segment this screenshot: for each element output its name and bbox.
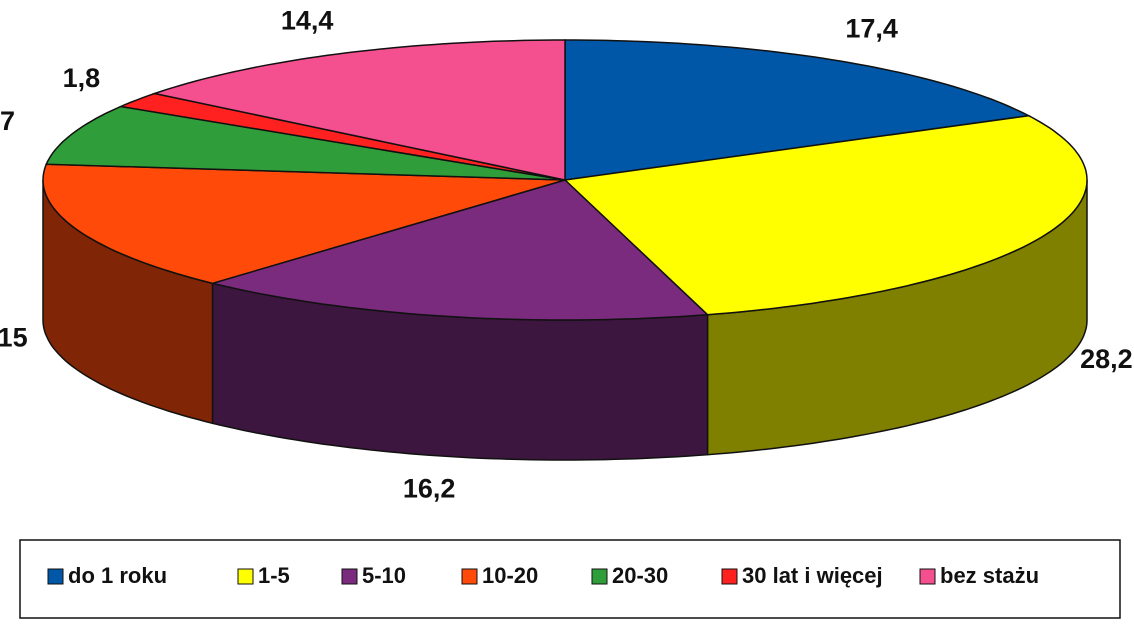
- data-label: 14,4: [281, 6, 334, 36]
- legend-label: bez stażu: [940, 563, 1039, 588]
- data-label: 16,2: [403, 473, 456, 503]
- legend-label: 30 lat i więcej: [742, 563, 883, 588]
- legend-swatch: [341, 568, 358, 585]
- legend-label: do 1 roku: [68, 563, 167, 588]
- legend-box: [19, 539, 1121, 619]
- slice: [45, 105, 566, 181]
- legend-swatch: [461, 568, 478, 585]
- slice: [42, 163, 566, 285]
- data-label: 1,8: [63, 63, 101, 93]
- data-label: 17,4: [845, 14, 898, 44]
- data-label: 7: [0, 106, 15, 136]
- slice: [151, 39, 566, 181]
- pie: [42, 39, 1088, 461]
- slice: [118, 92, 566, 181]
- slice: [209, 179, 710, 321]
- slice: [564, 39, 1032, 181]
- legend-label: 1-5: [258, 563, 290, 588]
- legend-swatch: [47, 568, 64, 585]
- legend-swatch: [919, 568, 936, 585]
- legend-swatch: [591, 568, 608, 585]
- data-label: 15: [0, 323, 28, 353]
- legend-swatch: [237, 568, 254, 585]
- legend-swatch: [721, 568, 738, 585]
- legend-label: 10-20: [482, 563, 538, 588]
- slice: [563, 114, 1088, 316]
- legend-label: 5-10: [362, 563, 406, 588]
- legend-label: 20-30: [612, 563, 668, 588]
- data-label: 28,2: [1080, 344, 1133, 374]
